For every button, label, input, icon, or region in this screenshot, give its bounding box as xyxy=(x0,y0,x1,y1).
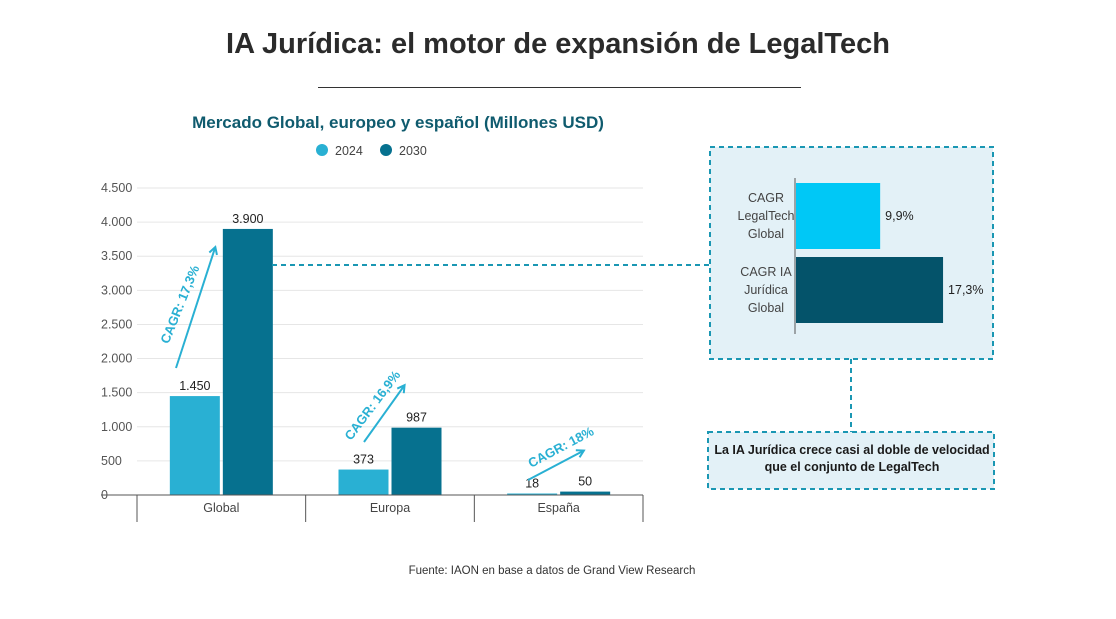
note-text: La IA Jurídica crece casi al doble de ve… xyxy=(714,443,990,474)
y-tick-label: 2.500 xyxy=(101,317,132,331)
chart-title: Mercado Global, europeo y español (Millo… xyxy=(192,113,604,132)
y-tick-label: 1.500 xyxy=(101,386,132,400)
grid-lines xyxy=(137,187,643,462)
bar-españa-2024 xyxy=(507,493,558,495)
data-label: 987 xyxy=(406,411,427,425)
cagr-bars: 9,9% CAGR LegalTech Global 17,3% CAGR IA Juríd… xyxy=(738,183,984,323)
cagr-category-label: Global xyxy=(748,301,784,315)
source-text: Fuente: IAON en base a datos de Grand Vi… xyxy=(408,565,696,577)
data-label: 373 xyxy=(353,453,374,467)
cagr-bar-ia-juridica xyxy=(796,257,944,323)
page-title: IA Jurídica: el motor de expansión de Le… xyxy=(226,28,890,60)
bar-europa-2024 xyxy=(338,469,389,495)
title-divider xyxy=(318,87,801,88)
x-tick-label: Global xyxy=(203,501,239,515)
cagr-category-label: CAGR xyxy=(748,191,784,205)
x-axis: Global Europa España xyxy=(101,494,644,522)
x-tick-label: Europa xyxy=(370,501,410,515)
note-box xyxy=(707,431,995,490)
y-tick-label: 1.000 xyxy=(101,420,132,434)
y-axis: 05001.0001.5002.0002.5003.0003.5004.0004… xyxy=(101,181,132,502)
x-tick-label: España xyxy=(537,501,579,515)
y-tick-label: 4.000 xyxy=(101,215,132,229)
cagr-category-label: Global xyxy=(748,227,784,241)
data-label: 3.900 xyxy=(232,212,263,226)
bar-global-2030 xyxy=(222,228,273,495)
cagr-category-label: CAGR IA xyxy=(740,265,792,279)
legend-swatch-2030 xyxy=(380,144,392,156)
data-label: 1.450 xyxy=(179,379,210,393)
y-tick-label: 2.000 xyxy=(101,352,132,366)
legend-swatch-2024 xyxy=(316,144,328,156)
legend-label-2024: 2024 xyxy=(335,144,363,158)
cagr-bar-legaltech xyxy=(796,183,881,249)
y-tick-label: 500 xyxy=(101,454,122,468)
cagr-category-label: LegalTech xyxy=(738,209,795,223)
bar-españa-2030 xyxy=(560,491,611,495)
bar-europa-2030 xyxy=(391,427,442,495)
legend-label-2030: 2030 xyxy=(399,144,427,158)
bar-global-2024 xyxy=(169,396,220,495)
cagr-value-label: 17,3% xyxy=(948,283,983,297)
cagr-arrow xyxy=(175,245,218,369)
data-label: 50 xyxy=(578,475,592,489)
cagr-category-label: Jurídica xyxy=(744,283,788,297)
chart-legend: 2024 2030 xyxy=(316,144,427,158)
cagr-value-label: 9,9% xyxy=(885,209,914,223)
cagr-arrow xyxy=(527,449,586,481)
y-tick-label: 3.000 xyxy=(101,283,132,297)
y-tick-label: 3.500 xyxy=(101,249,132,263)
cagr-arrow xyxy=(363,383,406,443)
y-tick-label: 4.500 xyxy=(101,181,132,195)
cagr-comparison-panel xyxy=(709,146,994,360)
